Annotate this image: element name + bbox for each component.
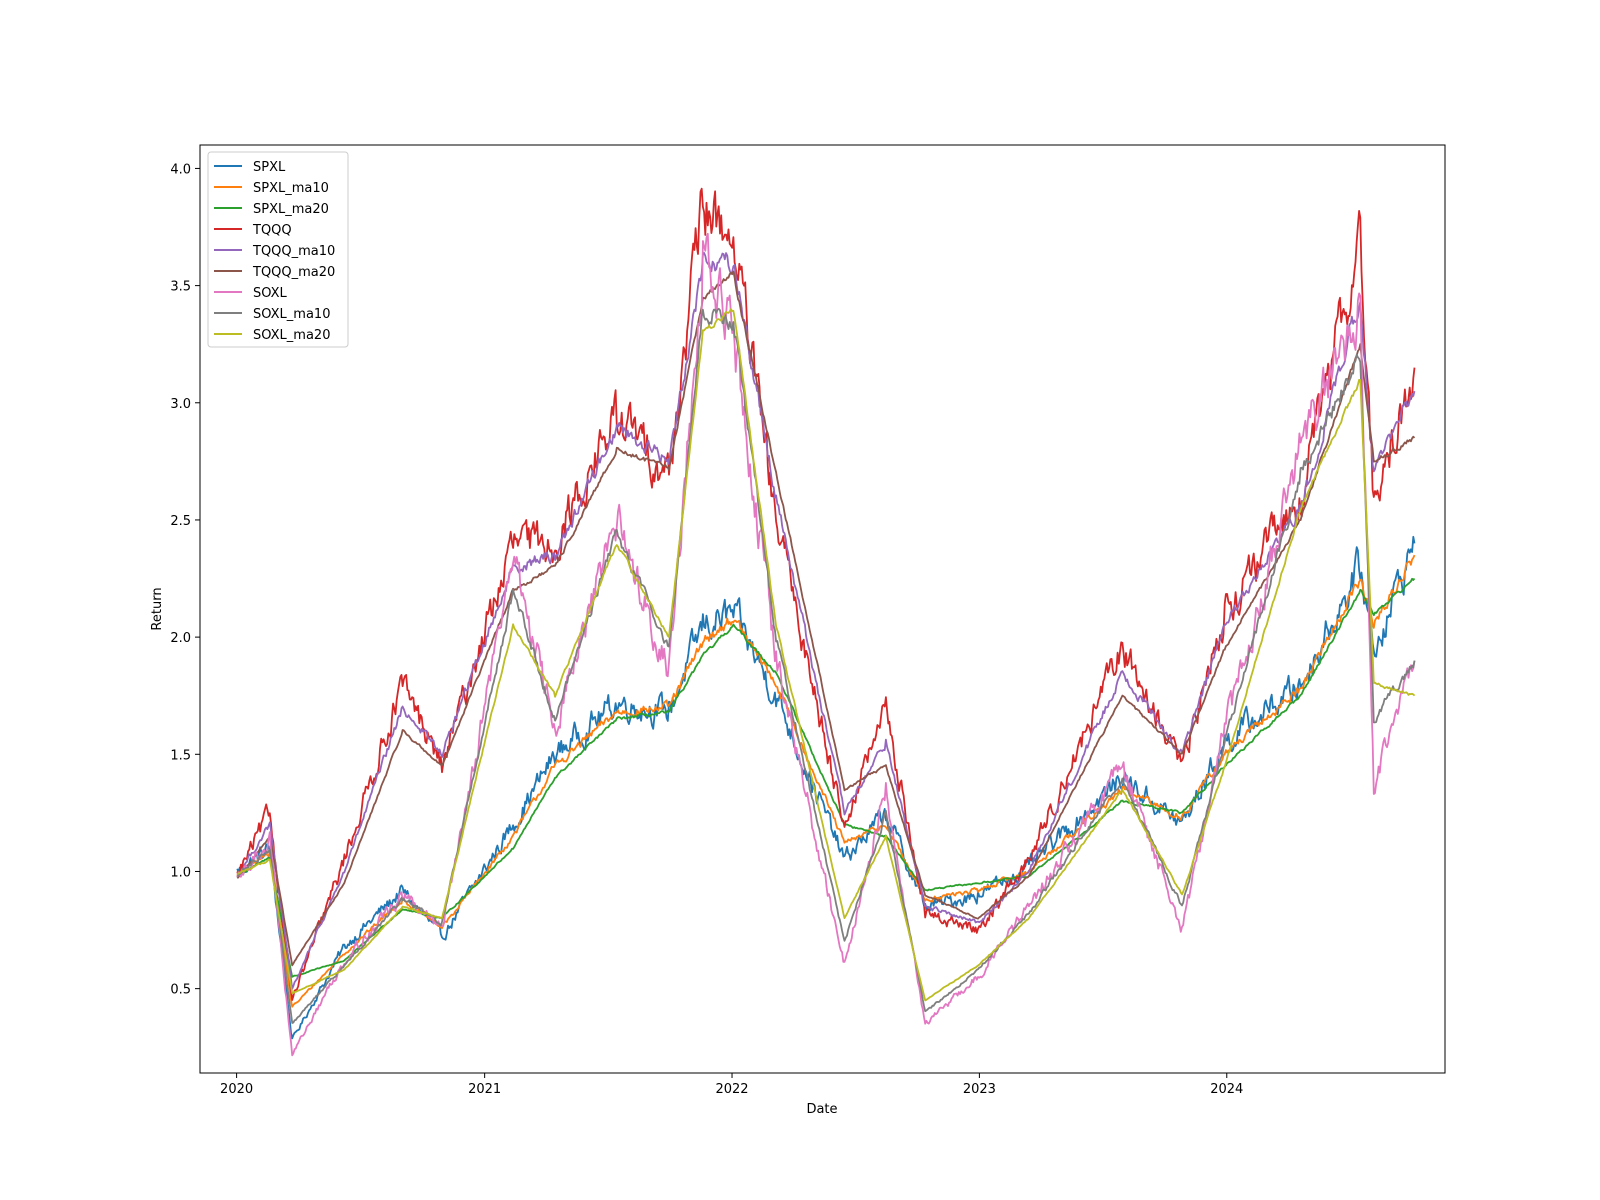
- y-tick-label: 1.5: [170, 748, 191, 763]
- x-axis-label: Date: [806, 1102, 837, 1117]
- legend: SPXL SPXL_ma10 SPXL_ma20 TQQQ TQQQ_ma10 TQQQ_…: [207, 151, 349, 348]
- x-tick-label: 2021: [468, 1082, 501, 1097]
- y-tick-label: 3.0: [170, 397, 191, 412]
- y-tick-label: 3.5: [170, 280, 191, 295]
- y-axis-label: Return: [150, 587, 165, 630]
- series-line-soxl-ma20: [237, 308, 1416, 1002]
- legend-label: SOXL_ma20: [253, 328, 330, 343]
- series-layer: [236, 187, 1416, 1057]
- legend-label: TQQQ_ma10: [252, 244, 335, 259]
- legend-label: TQQQ_ma20: [252, 265, 335, 280]
- y-tick-label: 4.0: [170, 162, 191, 177]
- legend-label: SOXL: [253, 286, 288, 301]
- series-line-tqqq-ma10: [236, 252, 1416, 990]
- x-tick-label: 2024: [1210, 1082, 1243, 1097]
- legend-label: SPXL_ma20: [253, 202, 329, 217]
- legend-label: SPXL_ma10: [253, 181, 329, 196]
- y-tick-label: 1.0: [170, 865, 191, 880]
- legend-label: SPXL: [253, 160, 286, 175]
- y-tick-label: 2.5: [170, 514, 191, 529]
- y-axis: 0.5 1.0 1.5 2.0 2.5 3.0 3.5 4.0: [170, 162, 200, 998]
- y-tick-label: 2.0: [170, 631, 191, 646]
- series-line-soxl: [236, 232, 1416, 1057]
- y-tick-label: 0.5: [170, 983, 191, 998]
- legend-label: TQQQ: [252, 223, 292, 238]
- x-tick-label: 2022: [715, 1082, 748, 1097]
- series-line-tqqq-ma20: [236, 270, 1416, 967]
- legend-label: SOXL_ma10: [253, 307, 330, 322]
- x-axis: 2020 2021 2022 2023 2024: [220, 1073, 1243, 1097]
- series-line-tqqq: [236, 187, 1416, 1001]
- legend-box: [207, 151, 349, 348]
- x-tick-label: 2020: [220, 1082, 253, 1097]
- x-tick-label: 2023: [963, 1082, 996, 1097]
- plot-frame: [199, 144, 1446, 1074]
